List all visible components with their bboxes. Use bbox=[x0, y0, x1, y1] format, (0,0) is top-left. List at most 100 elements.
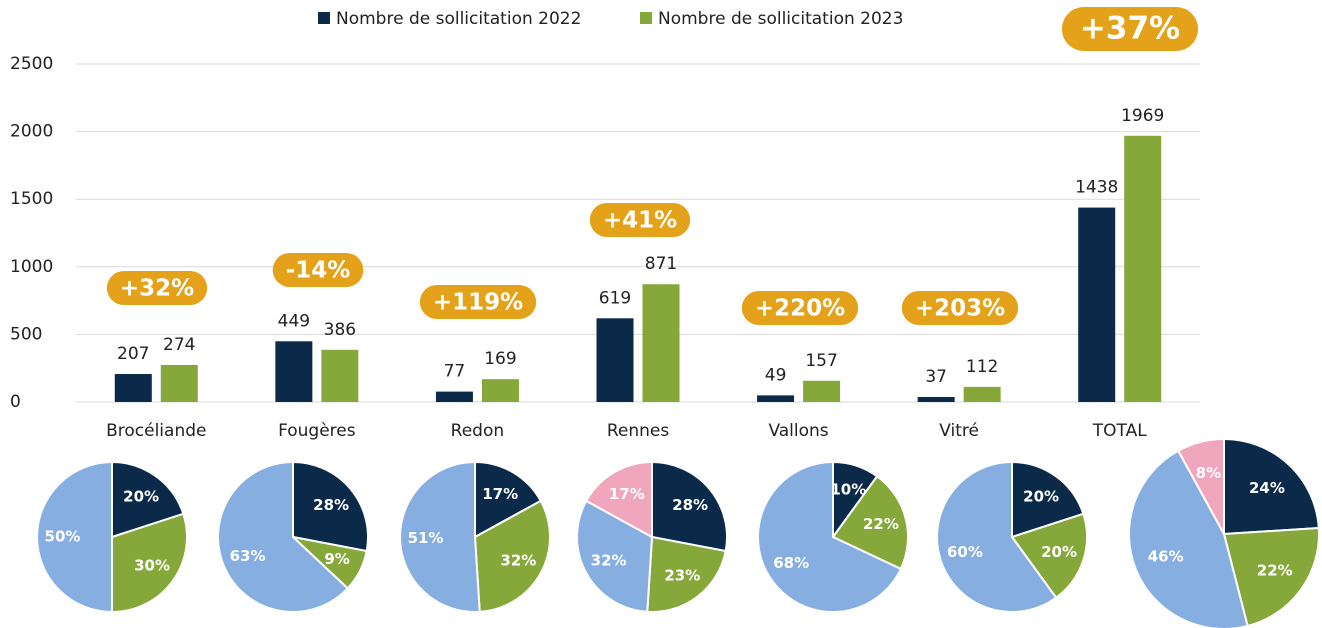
pie-label: 60% bbox=[947, 543, 983, 561]
annotation-badge bbox=[741, 291, 859, 325]
pie-label: 10% bbox=[830, 480, 866, 498]
pie-label: 28% bbox=[672, 496, 708, 514]
pie-slice bbox=[473, 499, 551, 613]
legend-swatch bbox=[318, 12, 330, 24]
annotation: +41% bbox=[603, 208, 677, 234]
pie-label: 17% bbox=[609, 485, 645, 503]
bar bbox=[917, 396, 955, 402]
bar bbox=[1124, 135, 1162, 402]
annotation-badge bbox=[106, 271, 208, 305]
pie-label: 32% bbox=[500, 551, 536, 569]
pie-label: 46% bbox=[1148, 548, 1184, 566]
bar bbox=[160, 364, 198, 402]
annotation-badge bbox=[1061, 7, 1199, 51]
pie-slice bbox=[1176, 437, 1225, 535]
legend-swatch bbox=[640, 12, 652, 24]
annotation: +220% bbox=[755, 296, 845, 322]
value-label: 274 bbox=[163, 335, 195, 355]
x-tick-label: Rennes bbox=[607, 421, 670, 441]
value-label: 112 bbox=[966, 357, 998, 377]
annotation-badge bbox=[901, 291, 1019, 325]
x-tick-label: Vallons bbox=[768, 421, 828, 441]
bar bbox=[757, 395, 795, 402]
value-label: 871 bbox=[645, 254, 677, 274]
value-label: 619 bbox=[599, 288, 631, 308]
value-label: 37 bbox=[925, 367, 947, 387]
legend-label: Nombre de sollicitation 2023 bbox=[658, 9, 903, 29]
pie-label: 50% bbox=[45, 528, 81, 546]
value-label: 1969 bbox=[1121, 106, 1164, 126]
value-label: 77 bbox=[444, 362, 466, 382]
bar bbox=[596, 318, 634, 402]
bar bbox=[435, 391, 473, 402]
pie-slice bbox=[292, 460, 369, 553]
value-label: 449 bbox=[278, 311, 310, 331]
y-tick-label: 2000 bbox=[10, 122, 53, 142]
bar bbox=[321, 349, 359, 402]
pie-label: 32% bbox=[591, 551, 627, 569]
pie-label: 17% bbox=[482, 485, 518, 503]
bar bbox=[1078, 207, 1116, 402]
bar bbox=[963, 386, 1001, 402]
pie-slice bbox=[217, 460, 350, 613]
pie-slice bbox=[1222, 526, 1320, 628]
x-tick-label: Vitré bbox=[939, 421, 979, 441]
pie-slice bbox=[936, 460, 1058, 613]
bar bbox=[114, 374, 152, 402]
pie-label: 22% bbox=[863, 515, 899, 533]
pie-label: 24% bbox=[1249, 479, 1285, 497]
annotation-badge bbox=[589, 203, 691, 237]
bar bbox=[275, 341, 313, 402]
pie-slice bbox=[757, 460, 903, 613]
pie-slice bbox=[399, 460, 481, 613]
value-label: 207 bbox=[117, 344, 149, 364]
pie-slice bbox=[584, 460, 653, 539]
pie-label: 30% bbox=[134, 557, 170, 575]
pie-slice bbox=[111, 460, 185, 539]
annotation: +119% bbox=[433, 290, 523, 316]
pie-label: 51% bbox=[408, 529, 444, 547]
bar bbox=[481, 379, 519, 402]
pie-label: 9% bbox=[324, 550, 349, 568]
legend-label: Nombre de sollicitation 2022 bbox=[336, 9, 581, 29]
annotation: -14% bbox=[286, 258, 351, 284]
y-tick-label: 1500 bbox=[10, 189, 53, 209]
pie-label: 28% bbox=[313, 496, 349, 514]
pie-slice bbox=[1010, 512, 1088, 600]
annotation: +32% bbox=[120, 276, 194, 302]
pie-label: 20% bbox=[1041, 543, 1077, 561]
annotation: +203% bbox=[915, 296, 1005, 322]
pie-slice bbox=[1128, 449, 1249, 628]
pie-label: 23% bbox=[664, 567, 700, 585]
annotation: +37% bbox=[1080, 11, 1180, 47]
value-label: 1438 bbox=[1075, 178, 1118, 198]
value-label: 49 bbox=[765, 365, 787, 385]
pie-slice bbox=[1011, 460, 1085, 539]
value-label: 157 bbox=[805, 351, 837, 371]
x-tick-label: Brocéliande bbox=[106, 421, 206, 441]
pie-slice bbox=[36, 460, 113, 614]
pie-slice bbox=[576, 499, 654, 613]
x-tick-label: Redon bbox=[451, 421, 504, 441]
bar bbox=[803, 380, 841, 402]
pie-label: 22% bbox=[1257, 561, 1293, 579]
value-label: 386 bbox=[324, 320, 356, 340]
y-tick-label: 500 bbox=[10, 324, 42, 344]
y-tick-label: 2500 bbox=[10, 54, 53, 74]
y-tick-label: 0 bbox=[10, 392, 21, 412]
annotation-badge bbox=[272, 253, 364, 287]
pie-slice bbox=[474, 460, 543, 539]
pie-label: 68% bbox=[773, 554, 809, 572]
pie-label: 8% bbox=[1196, 464, 1221, 482]
y-tick-label: 1000 bbox=[10, 257, 53, 277]
annotation-badge bbox=[419, 285, 537, 319]
pie-slice bbox=[111, 512, 188, 614]
x-tick-label: Fougères bbox=[278, 421, 356, 441]
pie-slice bbox=[1223, 437, 1320, 536]
pie-slice bbox=[646, 535, 727, 613]
pie-label: 63% bbox=[230, 547, 266, 565]
pie-label: 20% bbox=[123, 487, 159, 505]
pie-label: 20% bbox=[1023, 487, 1059, 505]
